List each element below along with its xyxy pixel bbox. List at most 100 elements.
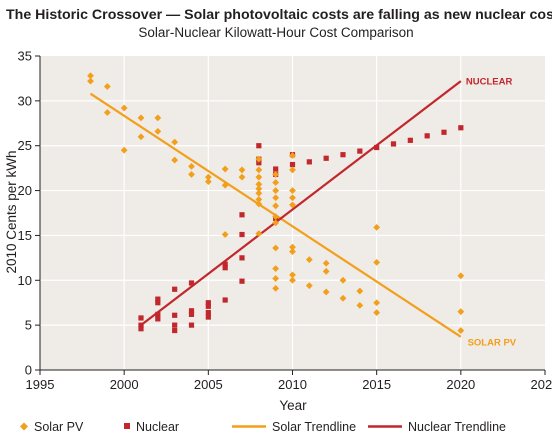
solar-point [255,155,263,163]
nuclear-point [222,265,228,271]
nuclear-point [155,311,161,317]
solar-point [272,194,280,202]
solar-point [171,138,179,146]
solar-point [289,194,296,202]
solar-point [255,189,263,197]
y-tick-label: 20 [18,183,32,198]
solar-point [339,294,347,302]
solar-point [289,201,296,209]
solar-point [272,284,280,292]
solar-point [272,244,280,252]
nuclear-point [155,316,161,322]
nuclear-point [138,322,144,328]
solar-point [457,327,465,334]
nuclear-point [138,315,144,321]
solar-point [373,299,381,307]
solar-point [255,185,263,193]
nuclear-point [172,327,178,334]
solar-point [255,173,263,181]
solar-point [204,173,212,181]
solar-point [272,219,280,227]
x-axis-label: Year [279,398,307,413]
chart-subtitle: Solar-Nuclear Kilowatt-Hour Cost Compari… [138,25,413,40]
solar-point [289,248,296,255]
solar-point [272,265,280,273]
solar-point [103,83,111,90]
solar-point [289,271,296,279]
solar-point [322,288,330,296]
nuclear-point [188,311,195,317]
nuclear-point [172,286,178,292]
solar-point [356,302,364,309]
solar-point [255,196,263,203]
solar-point [289,187,296,194]
nuclear-point [205,309,211,316]
solar-point [137,114,145,122]
legend-label: Nuclear [136,420,179,434]
nuclear-point [374,144,380,151]
nuclear-point [188,308,195,314]
x-tick-label: 2015 [362,377,391,392]
y-tick-label: 35 [18,49,32,64]
solar-point [137,133,145,141]
legend-label: Solar PV [34,420,84,434]
solar-point [204,178,212,185]
x-tick-label: 2005 [194,377,223,392]
solar-point [305,282,313,290]
legend-label: Nuclear Trendline [408,420,506,434]
solar-point [356,287,364,295]
nuclear-point [222,261,228,267]
nuclear-point [188,280,195,286]
solar-point [255,166,263,174]
solar-point [289,166,296,174]
nuclear-point [390,141,397,147]
nuclear-point [188,322,195,328]
solar-point [238,166,246,174]
nuclear-point [407,137,413,143]
solar-point [339,276,347,284]
x-tick-label: 2010 [278,377,307,392]
y-axis-label: 2010 Cents per kWh [4,150,19,273]
chart-title: The Historic Crossover — Solar photovolt… [6,7,552,23]
nuclear-point [256,143,262,149]
solar-point [103,109,111,116]
solar-point [457,272,465,280]
solar-point [322,267,330,275]
solar-point [221,181,229,189]
nuclear-point [256,160,262,166]
solar-point [87,72,94,80]
y-tick-label: 30 [18,93,32,108]
solar-point [272,187,280,194]
y-tick-label: 25 [18,138,32,153]
legend: Solar PV Nuclear Solar Trendline Nuclear Tr… [20,420,506,434]
solar-point [373,309,381,316]
x-tick-label: 1995 [26,377,55,392]
legend-solar-marker [20,422,28,431]
nuclear-point [306,159,312,165]
plot-area [40,56,545,370]
nuclear-point [155,296,161,302]
solar-point [457,308,465,316]
nuclear-point [138,326,144,332]
solar-point [120,104,128,112]
solar-point [305,256,313,264]
solar-point [120,146,128,154]
nuclear-point [441,129,447,135]
annotation-label: SOLAR PV [468,338,517,349]
nuclear-point [205,314,211,320]
y-tick-label: 10 [18,273,32,288]
nuclear-trendline [140,80,462,327]
solar-point [322,259,330,267]
solar-point [221,165,229,173]
y-tick-label: 5 [25,318,32,333]
solar-point [255,180,263,188]
solar-point [255,200,263,208]
solar-point [171,156,179,164]
solar-point [87,77,94,85]
solar-point [221,231,229,238]
solar-point [238,173,246,181]
solar-point [272,179,280,186]
